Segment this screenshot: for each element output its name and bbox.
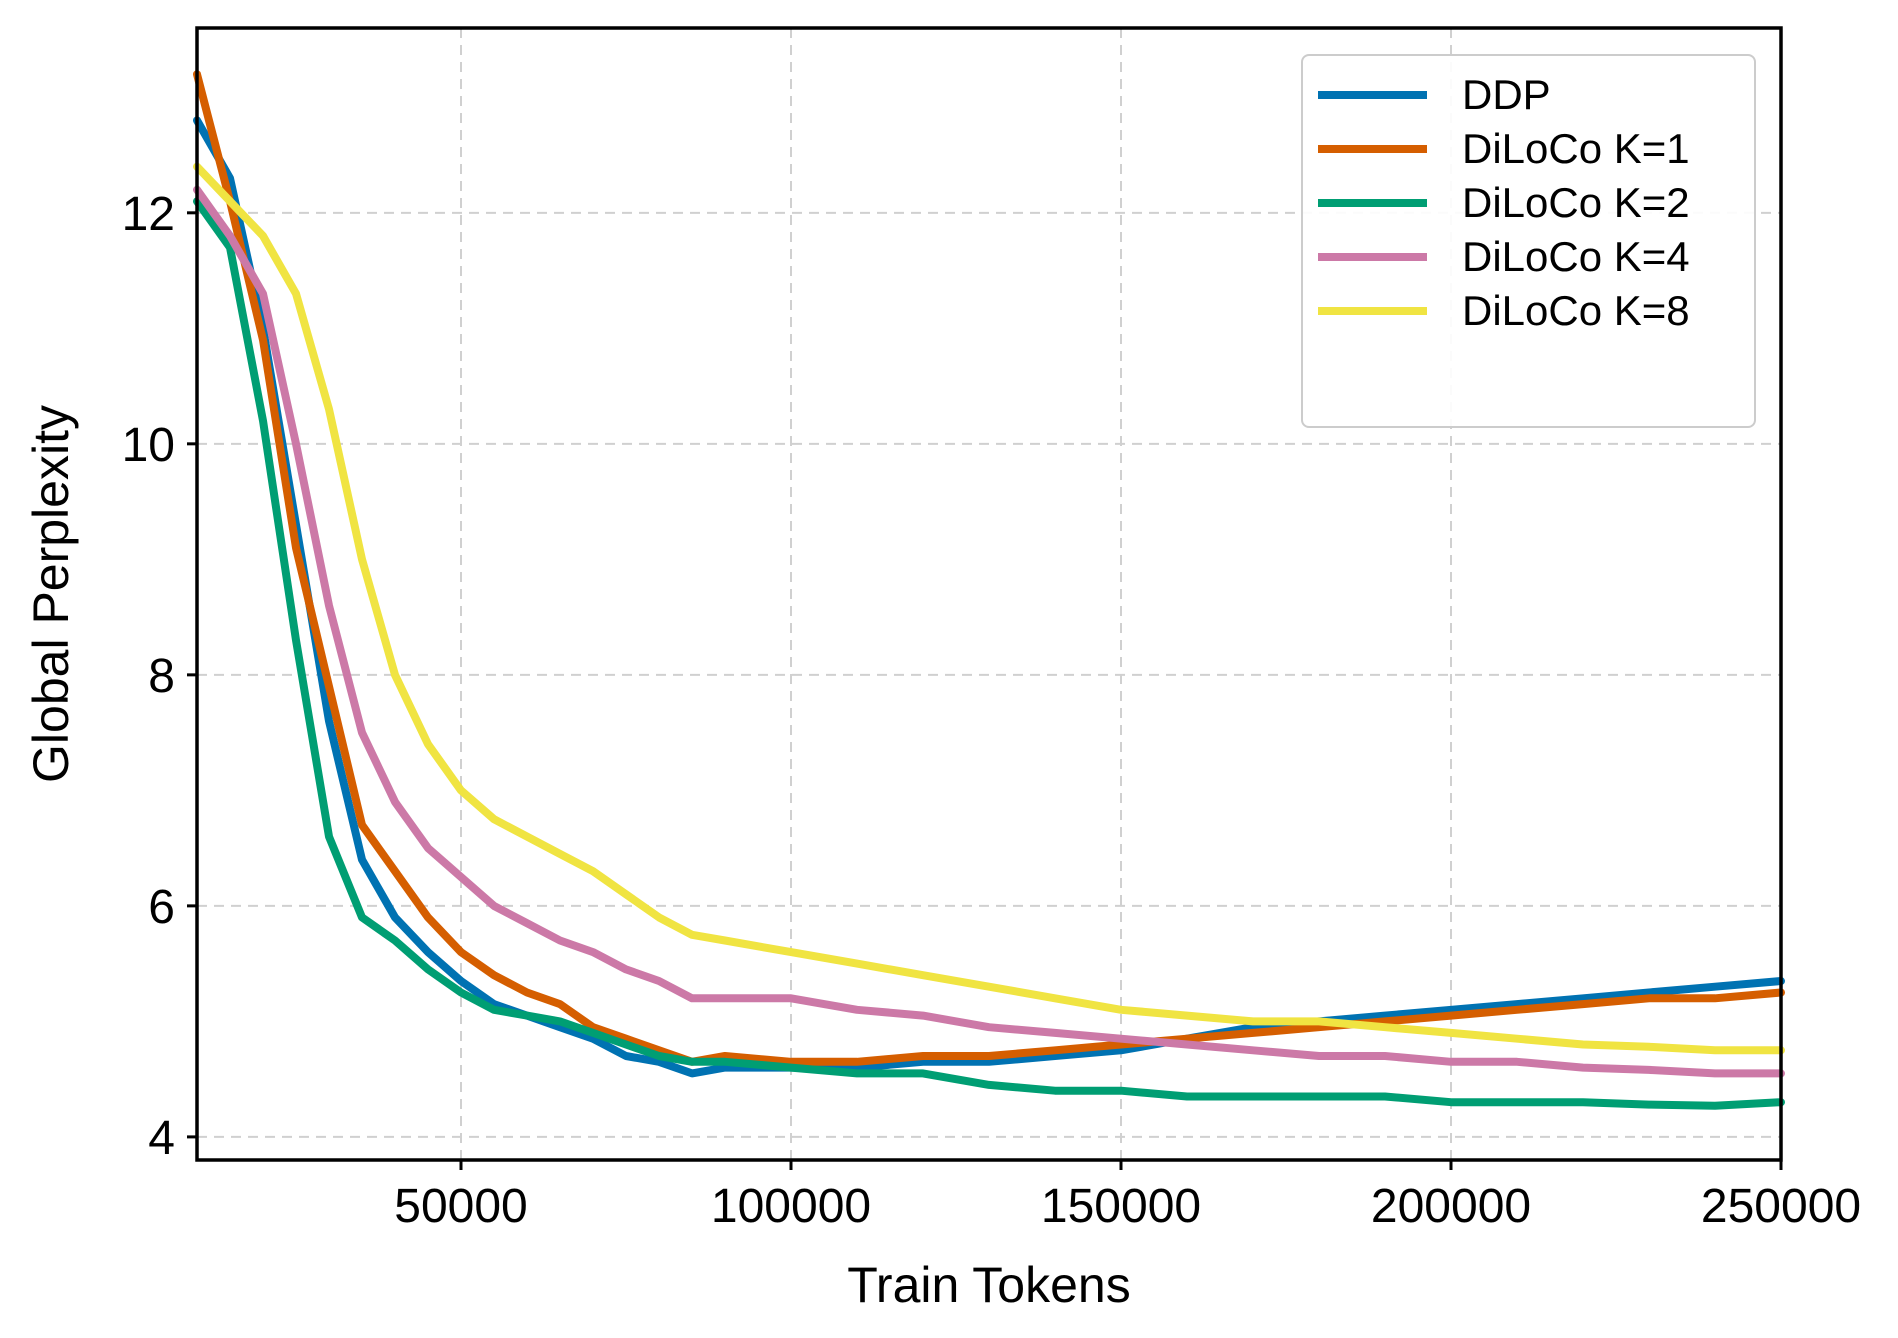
series-line-4 [193, 162, 1785, 1055]
x-tick-label: 250000 [1701, 1180, 1861, 1233]
series-line-1 [193, 70, 1785, 1066]
y-tick-label: 6 [148, 881, 175, 934]
y-tick-label: 10 [122, 419, 175, 472]
x-tick-label: 150000 [1041, 1180, 1201, 1233]
y-tick-label: 4 [148, 1112, 175, 1165]
x-tick-label: 200000 [1371, 1180, 1531, 1233]
plot-frame [195, 26, 1783, 1162]
legend-label: DDP [1462, 71, 1551, 118]
y-axis-label: Global Perplexity [23, 405, 79, 783]
y-axis-ticks: 4 6 8 10 12 [122, 188, 197, 1165]
legend-label: DiLoCo K=1 [1462, 125, 1690, 172]
x-axis-label: Train Tokens [847, 1257, 1130, 1313]
legend-label: DiLoCo K=4 [1462, 233, 1690, 280]
series-lines [193, 70, 1785, 1110]
x-axis-ticks: 50000 100000 150000 200000 250000 [394, 1160, 1861, 1233]
series-line-2 [193, 197, 1785, 1110]
series-line-3 [193, 185, 1785, 1078]
legend: DDP DiLoCo K=1 DiLoCo K=2 DiLoCo K=4 DiLoCo … [1301, 54, 1756, 428]
legend-label: DiLoCo K=2 [1462, 179, 1690, 226]
x-tick-label: 100000 [711, 1180, 871, 1233]
series-line-0 [193, 116, 1785, 1078]
legend-label: DiLoCo K=8 [1462, 287, 1690, 334]
y-tick-label: 8 [148, 650, 175, 703]
y-tick-label: 12 [122, 188, 175, 241]
x-tick-label: 50000 [394, 1180, 527, 1233]
